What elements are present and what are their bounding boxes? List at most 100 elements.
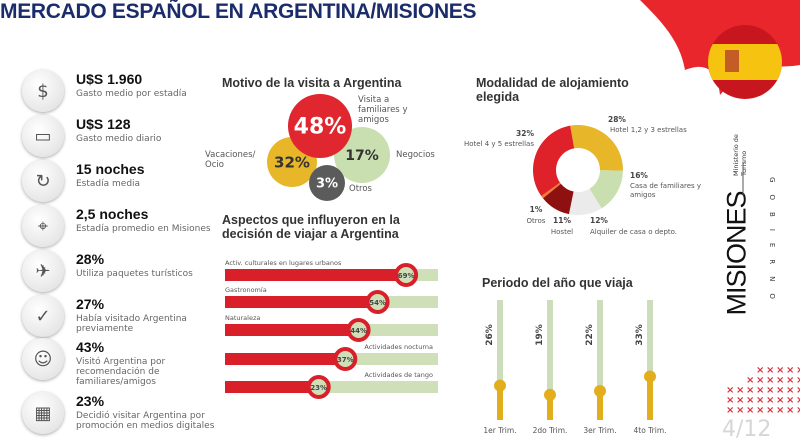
digital-media-icon: ▦ xyxy=(22,392,64,434)
stat-value: 43% xyxy=(76,339,105,355)
donut-category-label: Hotel 4 y 5 estrellas xyxy=(464,140,534,148)
logo-divider xyxy=(742,161,744,196)
x-mark: × xyxy=(776,375,784,386)
period-track xyxy=(497,300,503,420)
bubble-label: 17% xyxy=(345,148,379,164)
x-mark: × xyxy=(786,405,794,416)
bar-value-label: 54% xyxy=(369,299,386,307)
bar-fill xyxy=(225,324,359,336)
bar-marker xyxy=(333,347,358,371)
donut-value-label: 1% xyxy=(530,205,543,214)
x-mark: × xyxy=(796,385,800,396)
stat-value: 28% xyxy=(76,251,105,267)
bar-marker xyxy=(346,318,371,342)
stat-value: 23% xyxy=(76,393,105,409)
people-icon: ☺ xyxy=(22,338,64,380)
period-knob xyxy=(494,379,506,392)
stat-desc: Visitó Argentina por recomendación de fa… xyxy=(76,357,166,387)
bubble-3 xyxy=(309,165,345,201)
x-mark: × xyxy=(786,365,794,376)
period-track xyxy=(547,300,553,420)
logo-sub: GOBIERNO xyxy=(768,177,776,311)
period-category: 2do Trim. xyxy=(533,426,568,435)
donut-value-label: 16% xyxy=(630,171,648,180)
donut-category-label: Otros xyxy=(527,217,546,225)
period-fill xyxy=(597,390,603,420)
stat-desc: Utiliza paquetes turísticos xyxy=(76,269,193,279)
x-mark: × xyxy=(766,395,774,406)
x-mark: × xyxy=(726,395,734,406)
stat-item: ↻ 15 noches Estadía media xyxy=(20,160,220,204)
modalidad-donut-chart: 28% Hotel 1,2 y 3 estrellas 16% Casa de fam… xyxy=(464,115,701,236)
bubble-category: Negocios xyxy=(396,150,435,160)
donut-category-label: Casa de familiares y amigos xyxy=(630,182,701,199)
periodo-title: Periodo del año que viaja xyxy=(482,276,633,290)
stat-value: 15 noches xyxy=(76,161,145,177)
x-mark: × xyxy=(786,395,794,406)
x-mark: × xyxy=(796,405,800,416)
luggage-plane-icon: ✈ xyxy=(22,250,64,292)
x-mark: × xyxy=(796,375,800,386)
spain-flag-badge xyxy=(640,0,800,99)
bar-value-label: 69% xyxy=(398,272,415,280)
stat-desc: Gasto medio diario xyxy=(76,134,162,144)
x-mark: × xyxy=(746,375,754,386)
x-mark: × xyxy=(756,375,764,386)
stat-desc: Estadía media xyxy=(76,179,141,189)
x-mark: × xyxy=(766,375,774,386)
stat-value: U$S 128 xyxy=(76,116,131,132)
stat-item: ✈ 28% Utiliza paquetes turísticos xyxy=(20,250,220,294)
period-fill xyxy=(497,385,503,420)
x-mark: × xyxy=(796,365,800,376)
money-chart-icon: $ xyxy=(22,70,64,112)
x-mark: × xyxy=(766,365,774,376)
bar-fill xyxy=(225,269,407,281)
x-mark: × xyxy=(786,375,794,386)
stat-item: ▭ U$S 128 Gasto medio diario xyxy=(20,115,220,159)
aspectos-title: Aspectos que influyeron en la decisión d… xyxy=(222,213,400,241)
period-category: 3er Trim. xyxy=(583,426,616,435)
donut-value-label: 11% xyxy=(553,216,571,225)
x-mark: × xyxy=(776,365,784,376)
donut-category-label: Hotel 1,2 y 3 estrellas xyxy=(610,126,687,134)
x-mark: × xyxy=(796,395,800,406)
period-knob xyxy=(644,370,656,383)
bubble-label: 32% xyxy=(274,153,310,171)
x-mark: × xyxy=(746,395,754,406)
bar-category: Actividades de tango xyxy=(364,371,433,379)
x-mark: × xyxy=(766,405,774,416)
bubble-category: Otros xyxy=(349,184,373,194)
x-mark: × xyxy=(776,385,784,396)
x-mark: × xyxy=(736,395,744,406)
logo-name: MISIONES xyxy=(721,191,752,316)
bar-category: Gastronomía xyxy=(225,286,267,294)
period-track xyxy=(597,300,603,420)
motivo-bubble-chart: 32% 17% 48% 3% Visita a familiares y amigos Vac… xyxy=(205,94,435,201)
donut-slice xyxy=(533,125,575,196)
x-mark: × xyxy=(756,395,764,406)
periodo-chart: 26% 1er Trim. 19% 2do Trim. 22% 3er Trim. 33% 4… xyxy=(483,300,667,435)
x-mark: × xyxy=(786,385,794,396)
period-value-label: 33% xyxy=(635,324,645,346)
x-mark: × xyxy=(726,405,734,416)
motivo-title: Motivo de la visita a Argentina xyxy=(222,76,402,90)
logo-ministry: Ministerio de Turismo xyxy=(732,134,748,176)
bar-category: Activ. culturales en lugares urbanos xyxy=(225,259,342,267)
stat-value: 27% xyxy=(76,296,105,312)
wallet-icon: ▭ xyxy=(22,115,64,157)
x-mark: × xyxy=(756,365,764,376)
period-value-label: 26% xyxy=(485,324,495,346)
donut-slice xyxy=(568,188,602,215)
donut-value-label: 32% xyxy=(516,129,534,138)
stat-item: ⌖ 2,5 noches Estadía promedio en Misione… xyxy=(20,205,220,249)
stat-item: ✓ 27% Había visitado Argentina previamen… xyxy=(20,295,220,339)
donut-value-label: 12% xyxy=(590,216,608,225)
period-value-label: 19% xyxy=(535,324,545,346)
page-title: MERCADO ESPAÑOL EN ARGENTINA/MISIONES xyxy=(0,0,477,23)
misiones-logo: MISIONES GOBIERNO Ministerio de Turismo xyxy=(722,130,782,330)
bar-value-label: 37% xyxy=(337,356,354,364)
aspectos-bar-chart: Activ. culturales en lugares urbanos 69% G… xyxy=(225,259,438,399)
donut-slice xyxy=(570,125,623,171)
x-mark: × xyxy=(746,405,754,416)
bar-marker xyxy=(394,263,419,287)
